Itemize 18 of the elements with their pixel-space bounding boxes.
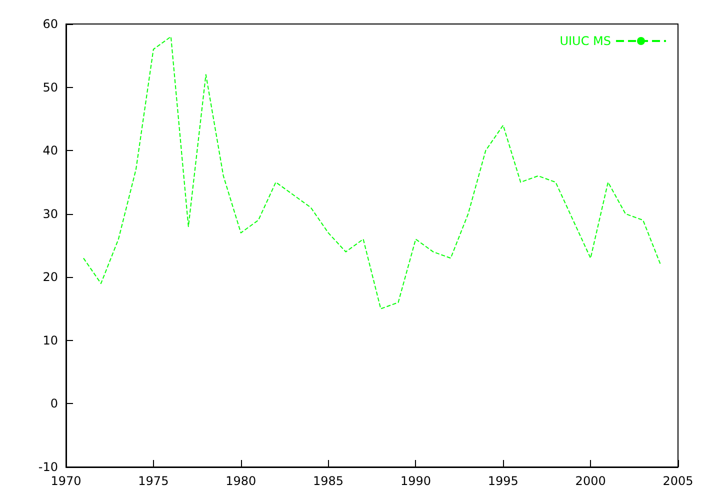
x-tick-label: 1990 xyxy=(400,474,431,488)
y-tick-label: -10 xyxy=(38,460,58,474)
y-tick-label: 20 xyxy=(42,270,58,284)
y-tick-label: 40 xyxy=(42,144,58,158)
x-tick-label: 1970 xyxy=(50,474,82,488)
y-tick-label: 50 xyxy=(42,80,58,94)
x-tick-label: 2000 xyxy=(575,474,606,488)
x-tick-label: 1980 xyxy=(226,474,256,488)
y-tick-label: 0 xyxy=(50,396,58,411)
x-tick-label: 2005 xyxy=(662,474,694,488)
x-tick-label: 1975 xyxy=(138,474,169,488)
y-tick-label: 30 xyxy=(42,206,58,221)
legend-label: UIUC MS xyxy=(560,34,611,48)
x-tick-label: 1995 xyxy=(488,474,518,488)
line-series xyxy=(82,36,662,310)
y-tick-label: 10 xyxy=(42,333,58,348)
x-tick-label: 1985 xyxy=(313,474,344,488)
y-tick-label: 60 xyxy=(42,17,58,31)
